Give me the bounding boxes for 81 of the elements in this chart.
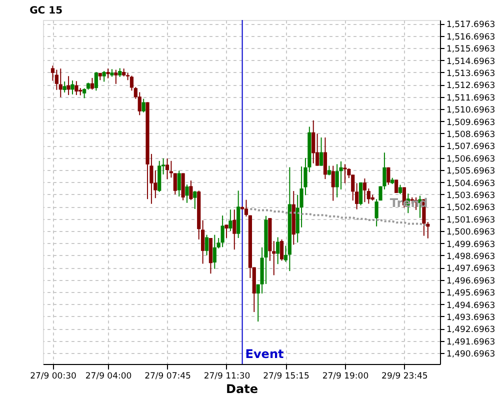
candlestick <box>228 209 232 232</box>
y-tick-label: 1,509.6963 <box>446 118 496 128</box>
candlestick <box>62 80 66 93</box>
candlestick <box>398 184 402 195</box>
y-tick-label: 1,496.6963 <box>446 276 496 286</box>
candlestick <box>362 178 367 203</box>
x-tick-label: 27/9 07:45 <box>144 372 191 382</box>
y-tick-label: 1,512.6963 <box>446 81 496 92</box>
y-tick-label: 1,500.6963 <box>446 228 496 238</box>
y-tick-label: 1,502.6963 <box>446 203 496 214</box>
candlestick <box>224 224 228 238</box>
chart-title: GC 15 <box>30 6 63 16</box>
candlestick <box>394 179 398 194</box>
candlestick <box>58 68 62 98</box>
x-tick-label: 27/9 00:30 <box>30 372 76 382</box>
y-tick-label: 1,504.6963 <box>446 178 496 189</box>
candlestick <box>94 71 98 92</box>
y-tick-label: 1,497.6963 <box>446 264 496 274</box>
candlestick <box>165 158 170 180</box>
y-tick-label: 1,516.6963 <box>446 32 496 42</box>
x-tick-label: 27/9 19:00 <box>322 372 369 382</box>
candlestick <box>173 172 177 195</box>
candlestick <box>106 68 110 79</box>
candlestick <box>220 215 224 248</box>
candlestick <box>355 182 359 210</box>
y-tick-label: 1,515.6963 <box>446 44 496 55</box>
y-tick-label: 1,503.6963 <box>446 190 496 201</box>
y-tick-label: 1,498.6963 <box>446 252 496 262</box>
candlestick <box>82 88 86 99</box>
candlestick <box>212 234 216 270</box>
y-tick-label: 1,510.6963 <box>446 106 496 116</box>
y-tick-label: 1,506.6963 <box>446 154 496 164</box>
candlestick <box>185 184 189 204</box>
candlestick <box>142 98 146 113</box>
candlestick <box>386 166 390 186</box>
candlestick <box>244 199 248 218</box>
candlestick <box>319 136 324 166</box>
annotation: Event <box>245 347 284 361</box>
y-tick-label: 1,494.6963 <box>446 300 496 311</box>
y-tick-label: 1,493.6963 <box>446 312 496 323</box>
candlestick <box>138 92 142 116</box>
candlestick <box>358 182 363 206</box>
y-tick-label: 1,491.6963 <box>446 337 496 348</box>
y-tick-label: 1,501.6963 <box>446 215 496 226</box>
y-tick-label: 1,495.6963 <box>446 288 496 299</box>
candlestick <box>193 190 197 210</box>
x-tick-label: 27/9 15:15 <box>263 372 310 382</box>
candlestick <box>312 120 316 164</box>
x-tick-label: 27/9 11:30 <box>204 372 250 382</box>
line-series <box>249 208 429 226</box>
candlestick <box>331 165 335 202</box>
candlestick <box>280 238 284 262</box>
candlestick <box>177 170 181 198</box>
candlestick <box>189 180 193 201</box>
y-tick-label: 1,492.6963 <box>446 325 496 336</box>
candlestick <box>276 236 280 265</box>
candlestick <box>66 76 70 96</box>
y-tick-label: 1,514.6963 <box>446 56 496 67</box>
candlestick <box>74 80 78 96</box>
candlestick <box>272 240 276 276</box>
candlestick <box>323 136 328 180</box>
y-tick-label: 1,508.6963 <box>446 130 496 140</box>
y-tick-label: 1,490.6963 <box>446 350 496 360</box>
candlestick <box>90 77 94 90</box>
y-tick-label: 1,517.6963 <box>446 20 496 30</box>
y-tick-label: 1,507.6963 <box>446 142 496 152</box>
y-tick-label: 1,505.6963 <box>446 166 496 177</box>
x-tick-label: 29/9 23:45 <box>382 372 428 382</box>
candlestick <box>204 234 209 256</box>
y-tick-label: 1,499.6963 <box>446 240 496 250</box>
candlestick <box>102 70 106 82</box>
candlestick <box>343 164 347 184</box>
candlestick <box>335 164 339 198</box>
y-tick-label: 1,511.6963 <box>446 93 496 104</box>
candlestick <box>327 165 331 176</box>
candlestick <box>70 80 74 95</box>
y-tick-label: 1,513.6963 <box>446 69 496 79</box>
candlestick <box>114 69 118 84</box>
x-axis-title: Date <box>226 382 258 396</box>
x-tick-label: 27/9 04:00 <box>85 372 132 382</box>
candlestick <box>232 209 236 250</box>
